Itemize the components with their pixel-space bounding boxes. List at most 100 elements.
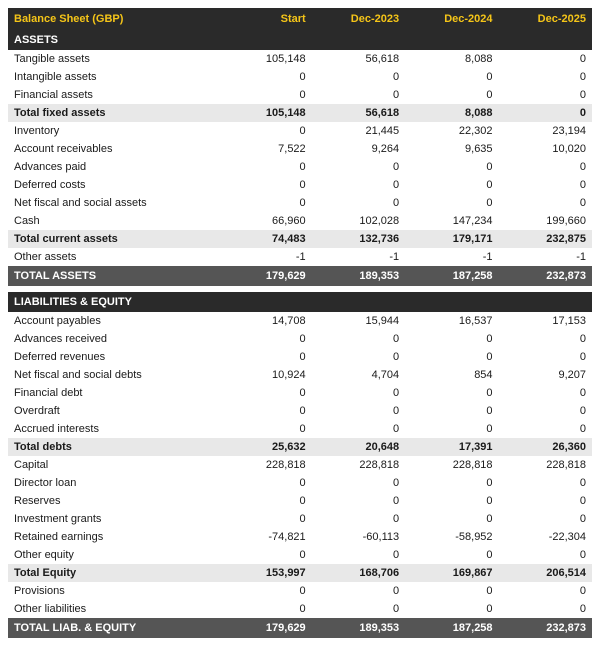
cell-value: 189,353 (312, 618, 405, 638)
cell-value: 153,997 (218, 564, 311, 582)
row-label: Inventory (8, 122, 218, 140)
row-label: Total fixed assets (8, 104, 218, 122)
cell-value: 0 (312, 510, 405, 528)
cell-value: 0 (499, 420, 592, 438)
balance-sheet-table: Balance Sheet (GBP) Start Dec-2023 Dec-2… (8, 8, 592, 638)
cell-value: 0 (312, 474, 405, 492)
data-row: Account receivables7,5229,2649,63510,020 (8, 140, 592, 158)
data-row: Inventory021,44522,30223,194 (8, 122, 592, 140)
row-label: Total current assets (8, 230, 218, 248)
cell-value: 0 (312, 420, 405, 438)
cell-value: 0 (312, 402, 405, 420)
data-row: Net fiscal and social debts10,9244,70485… (8, 366, 592, 384)
data-row: Other liabilities0000 (8, 600, 592, 618)
row-label: Investment grants (8, 510, 218, 528)
cell-value: 17,391 (405, 438, 498, 456)
cell-value: 8,088 (405, 104, 498, 122)
cell-value: 0 (312, 68, 405, 86)
cell-value: 0 (499, 86, 592, 104)
cell-value: 9,635 (405, 140, 498, 158)
row-label: Deferred revenues (8, 348, 218, 366)
cell-value: 0 (499, 546, 592, 564)
col-header: Dec-2024 (405, 8, 498, 30)
cell-value: 228,818 (405, 456, 498, 474)
data-row: Investment grants0000 (8, 510, 592, 528)
cell-value: 0 (312, 582, 405, 600)
cell-value: 0 (218, 546, 311, 564)
data-row: Capital228,818228,818228,818228,818 (8, 456, 592, 474)
row-label: Cash (8, 212, 218, 230)
cell-value: 168,706 (312, 564, 405, 582)
cell-value: 0 (405, 546, 498, 564)
cell-value: 0 (405, 68, 498, 86)
data-row: Deferred costs0000 (8, 176, 592, 194)
row-label: Net fiscal and social assets (8, 194, 218, 212)
cell-value: 0 (499, 104, 592, 122)
cell-value: 0 (499, 194, 592, 212)
table-header-row: Balance Sheet (GBP) Start Dec-2023 Dec-2… (8, 8, 592, 30)
cell-value: 0 (218, 158, 311, 176)
data-row: Net fiscal and social assets0000 (8, 194, 592, 212)
cell-value: 0 (499, 474, 592, 492)
subtotal-row: Total current assets74,483132,736179,171… (8, 230, 592, 248)
cell-value: 0 (499, 492, 592, 510)
cell-value: 105,148 (218, 104, 311, 122)
row-label: Other assets (8, 248, 218, 266)
cell-value: 0 (405, 158, 498, 176)
cell-value: 14,708 (218, 312, 311, 330)
row-label: Tangible assets (8, 50, 218, 68)
cell-value: 0 (499, 176, 592, 194)
data-row: Retained earnings-74,821-60,113-58,952-2… (8, 528, 592, 546)
cell-value: 0 (405, 420, 498, 438)
cell-value: 0 (218, 600, 311, 618)
data-row: Cash66,960102,028147,234199,660 (8, 212, 592, 230)
cell-value: 26,360 (499, 438, 592, 456)
cell-value: 0 (312, 176, 405, 194)
cell-value: 0 (312, 330, 405, 348)
row-label: Intangible assets (8, 68, 218, 86)
cell-value: 0 (218, 582, 311, 600)
row-label: Director loan (8, 474, 218, 492)
data-row: Deferred revenues0000 (8, 348, 592, 366)
cell-value: 0 (499, 348, 592, 366)
cell-value: 0 (499, 384, 592, 402)
cell-value: -22,304 (499, 528, 592, 546)
data-row: Director loan0000 (8, 474, 592, 492)
cell-value: 0 (499, 510, 592, 528)
cell-value: 179,629 (218, 266, 311, 286)
cell-value: 21,445 (312, 122, 405, 140)
cell-value: 206,514 (499, 564, 592, 582)
cell-value: 0 (218, 420, 311, 438)
cell-value: 102,028 (312, 212, 405, 230)
row-label: Deferred costs (8, 176, 218, 194)
cell-value: 228,818 (312, 456, 405, 474)
cell-value: 199,660 (499, 212, 592, 230)
cell-value: 0 (218, 348, 311, 366)
cell-value: 189,353 (312, 266, 405, 286)
cell-value: 0 (499, 68, 592, 86)
cell-value: 0 (499, 158, 592, 176)
data-row: Accrued interests0000 (8, 420, 592, 438)
cell-value: 0 (405, 86, 498, 104)
cell-value: 10,924 (218, 366, 311, 384)
cell-value: 0 (405, 492, 498, 510)
cell-value: 187,258 (405, 266, 498, 286)
cell-value: 228,818 (499, 456, 592, 474)
cell-value: 0 (218, 510, 311, 528)
row-label: Financial debt (8, 384, 218, 402)
row-label: Account receivables (8, 140, 218, 158)
cell-value: 0 (312, 492, 405, 510)
row-label: TOTAL ASSETS (8, 266, 218, 286)
data-row: Financial debt0000 (8, 384, 592, 402)
cell-value: 0 (499, 582, 592, 600)
row-label: Advances received (8, 330, 218, 348)
cell-value: -1 (218, 248, 311, 266)
section-row: LIABILITIES & EQUITY (8, 292, 592, 312)
cell-value: 25,632 (218, 438, 311, 456)
cell-value: 232,875 (499, 230, 592, 248)
cell-value: 0 (405, 510, 498, 528)
cell-value: 10,020 (499, 140, 592, 158)
total-row: TOTAL ASSETS179,629189,353187,258232,873 (8, 266, 592, 286)
row-label: Other equity (8, 546, 218, 564)
cell-value: 0 (499, 600, 592, 618)
